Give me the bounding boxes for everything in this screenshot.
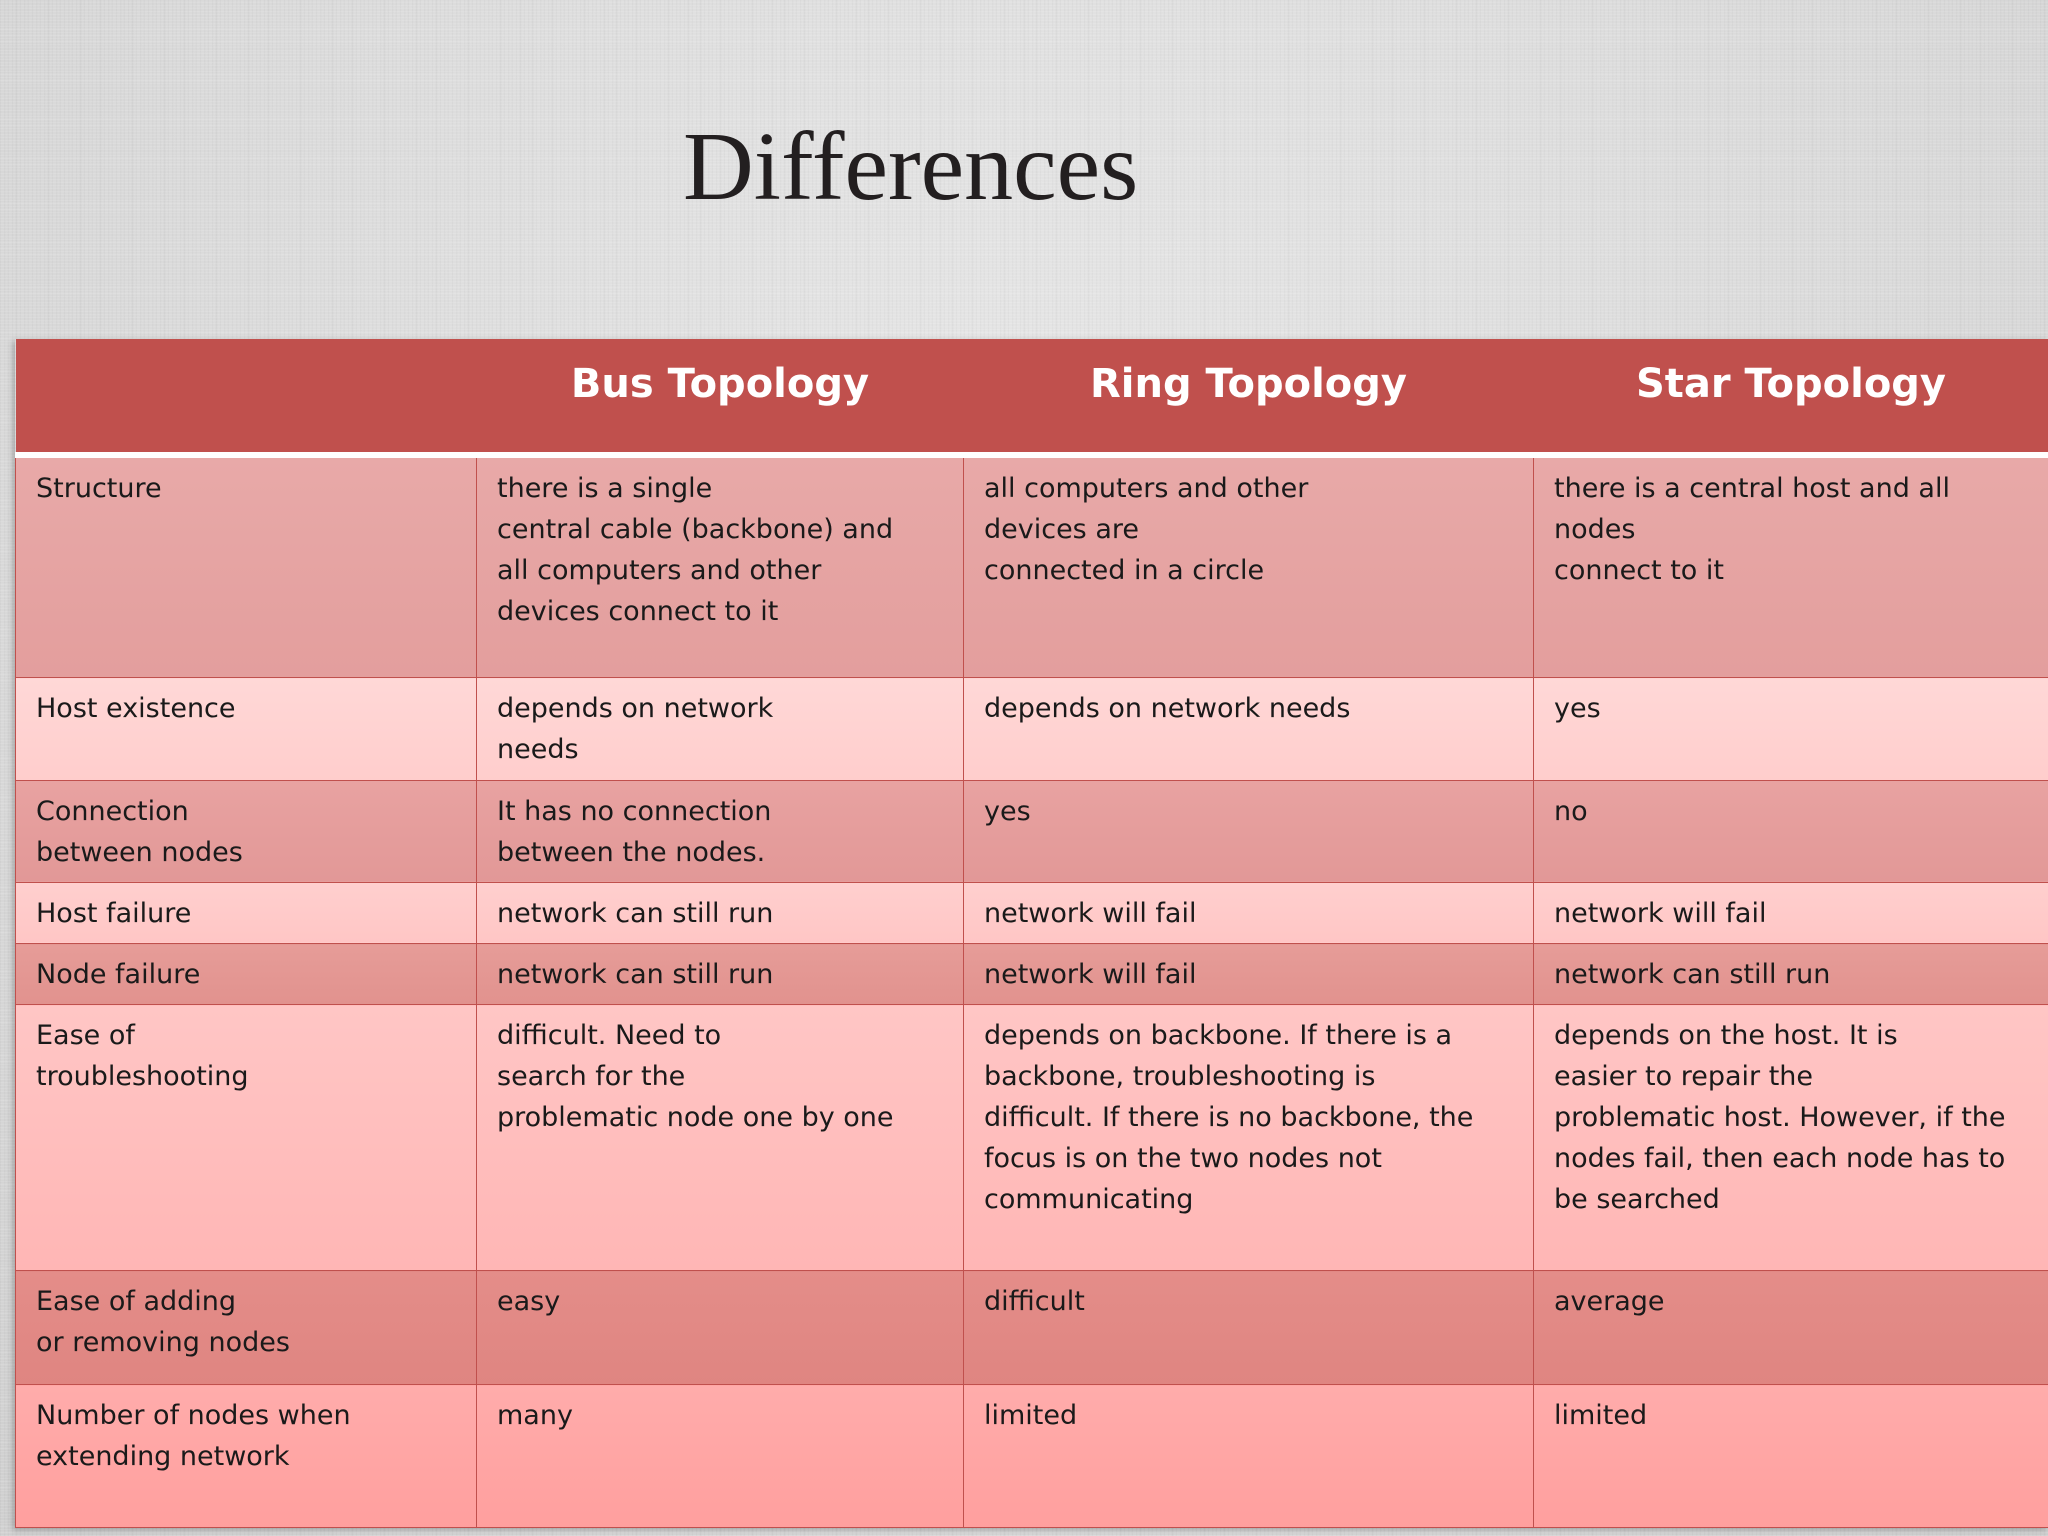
header-cell-empty [15, 339, 477, 458]
table-row-structure: Structure there is a single central cabl… [15, 454, 2048, 679]
bus-cell: network can still run [476, 881, 964, 945]
star-cell: network will fail [1533, 881, 2048, 945]
bus-cell: there is a single central cable (backbon… [476, 454, 964, 679]
bus-cell: It has no connection between the nodes. [476, 779, 964, 883]
star-cell: average [1533, 1270, 2048, 1386]
comparison-table-container: Bus Topology Ring Topology Star Topology… [15, 339, 2048, 1528]
table-row-connection-between-nodes: Connection between nodes It has no conne… [15, 779, 2048, 883]
ring-cell: yes [963, 779, 1534, 883]
table-header-row: Bus Topology Ring Topology Star Topology [15, 339, 2048, 458]
table-row-ease-of-adding-removing: Ease of adding or removing nodes easy di… [15, 1270, 2048, 1386]
row-label: Host failure [15, 881, 477, 945]
header-cell-ring-topology: Ring Topology [963, 339, 1534, 458]
star-cell: there is a central host and all nodes co… [1533, 454, 2048, 679]
ring-cell: all computers and other devices are conn… [963, 454, 1534, 679]
row-label: Number of nodes when extending network [15, 1384, 477, 1528]
ring-cell: depends on backbone. If there is a backb… [963, 1004, 1534, 1272]
star-cell: network can still run [1533, 943, 2048, 1006]
star-cell: depends on the host. It is easier to rep… [1533, 1004, 2048, 1272]
ring-cell: depends on network needs [963, 677, 1534, 781]
header-cell-star-topology: Star Topology [1533, 339, 2048, 458]
ring-cell: limited [963, 1384, 1534, 1528]
row-label: Ease of adding or removing nodes [15, 1270, 477, 1386]
table-row-node-failure: Node failure network can still run netwo… [15, 943, 2048, 1006]
table-row-host-failure: Host failure network can still run netwo… [15, 881, 2048, 945]
ring-cell: difficult [963, 1270, 1534, 1386]
bus-cell: easy [476, 1270, 964, 1386]
row-label: Connection between nodes [15, 779, 477, 883]
bus-cell: many [476, 1384, 964, 1528]
table-row-number-of-nodes: Number of nodes when extending network m… [15, 1384, 2048, 1528]
bus-cell: depends on network needs [476, 677, 964, 781]
row-label: Host existence [15, 677, 477, 781]
row-label: Ease of troubleshooting [15, 1004, 477, 1272]
row-label: Node failure [15, 943, 477, 1006]
page-title: Differences [683, 113, 1139, 221]
topology-comparison-table: Bus Topology Ring Topology Star Topology… [15, 339, 2048, 1528]
star-cell: no [1533, 779, 2048, 883]
row-label: Structure [15, 454, 477, 679]
star-cell: limited [1533, 1384, 2048, 1528]
ring-cell: network will fail [963, 881, 1534, 945]
star-cell: yes [1533, 677, 2048, 781]
bus-cell: network can still run [476, 943, 964, 1006]
bus-cell: difficult. Need to search for the proble… [476, 1004, 964, 1272]
ring-cell: network will fail [963, 943, 1534, 1006]
table-row-host-existence: Host existence depends on network needs … [15, 677, 2048, 781]
header-cell-bus-topology: Bus Topology [476, 339, 964, 458]
table-row-ease-of-troubleshooting: Ease of troubleshooting difficult. Need … [15, 1004, 2048, 1272]
